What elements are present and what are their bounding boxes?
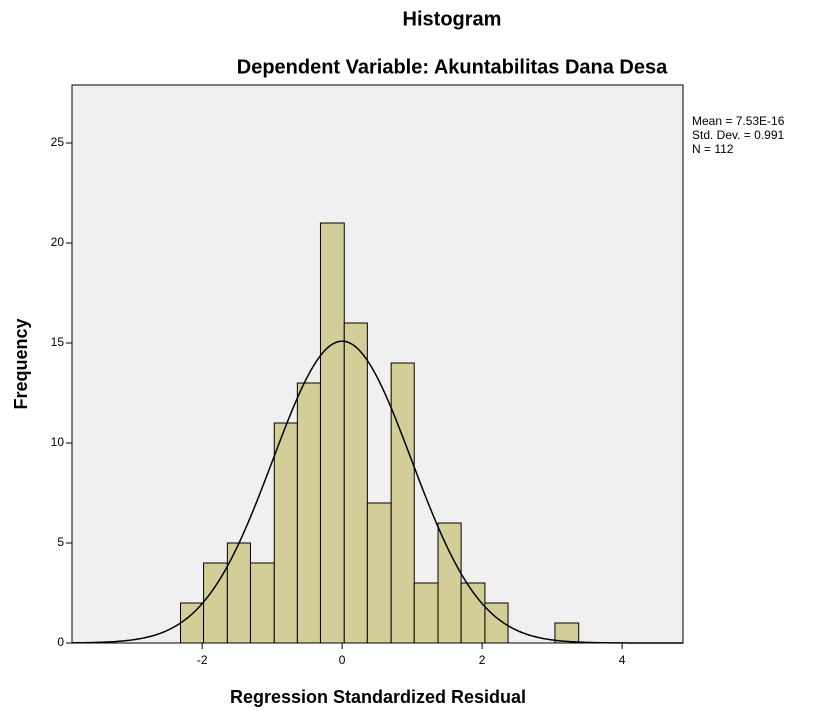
- chart-subtitle: Dependent Variable: Akuntabilitas Dana D…: [237, 56, 668, 78]
- y-tick-label: 10: [51, 435, 65, 449]
- bar: [554, 622, 580, 644]
- normal-curve: [71, 340, 683, 644]
- x-tick-label: 4: [619, 653, 626, 667]
- bar: [273, 422, 298, 644]
- x-tick-label: -2: [197, 653, 208, 667]
- bar: [296, 382, 321, 644]
- bar: [413, 582, 439, 644]
- bar: [319, 222, 345, 644]
- bar: [343, 322, 368, 644]
- bar: [203, 562, 228, 644]
- stat-n: N = 112: [692, 142, 734, 156]
- y-tick-label: 0: [57, 635, 64, 649]
- y-tick-label: 15: [51, 335, 65, 349]
- bar: [179, 602, 205, 644]
- stat-mean: Mean = 7.53E-16: [692, 114, 785, 128]
- y-tick-label: 20: [51, 235, 65, 249]
- x-axis-label: Regression Standardized Residual: [230, 687, 526, 707]
- y-axis-label: Frequency: [11, 318, 31, 409]
- y-tick-label: 5: [57, 535, 64, 549]
- bar: [249, 562, 275, 644]
- y-tick-label: 25: [51, 135, 65, 149]
- bar: [226, 542, 251, 644]
- x-tick-label: 2: [479, 653, 486, 667]
- bar: [437, 522, 462, 644]
- bar: [366, 502, 392, 644]
- chart-title: Histogram: [403, 8, 502, 30]
- x-tick-label: 0: [339, 653, 346, 667]
- stat-std-dev: Std. Dev. = 0.991: [692, 128, 784, 142]
- bar: [390, 362, 415, 644]
